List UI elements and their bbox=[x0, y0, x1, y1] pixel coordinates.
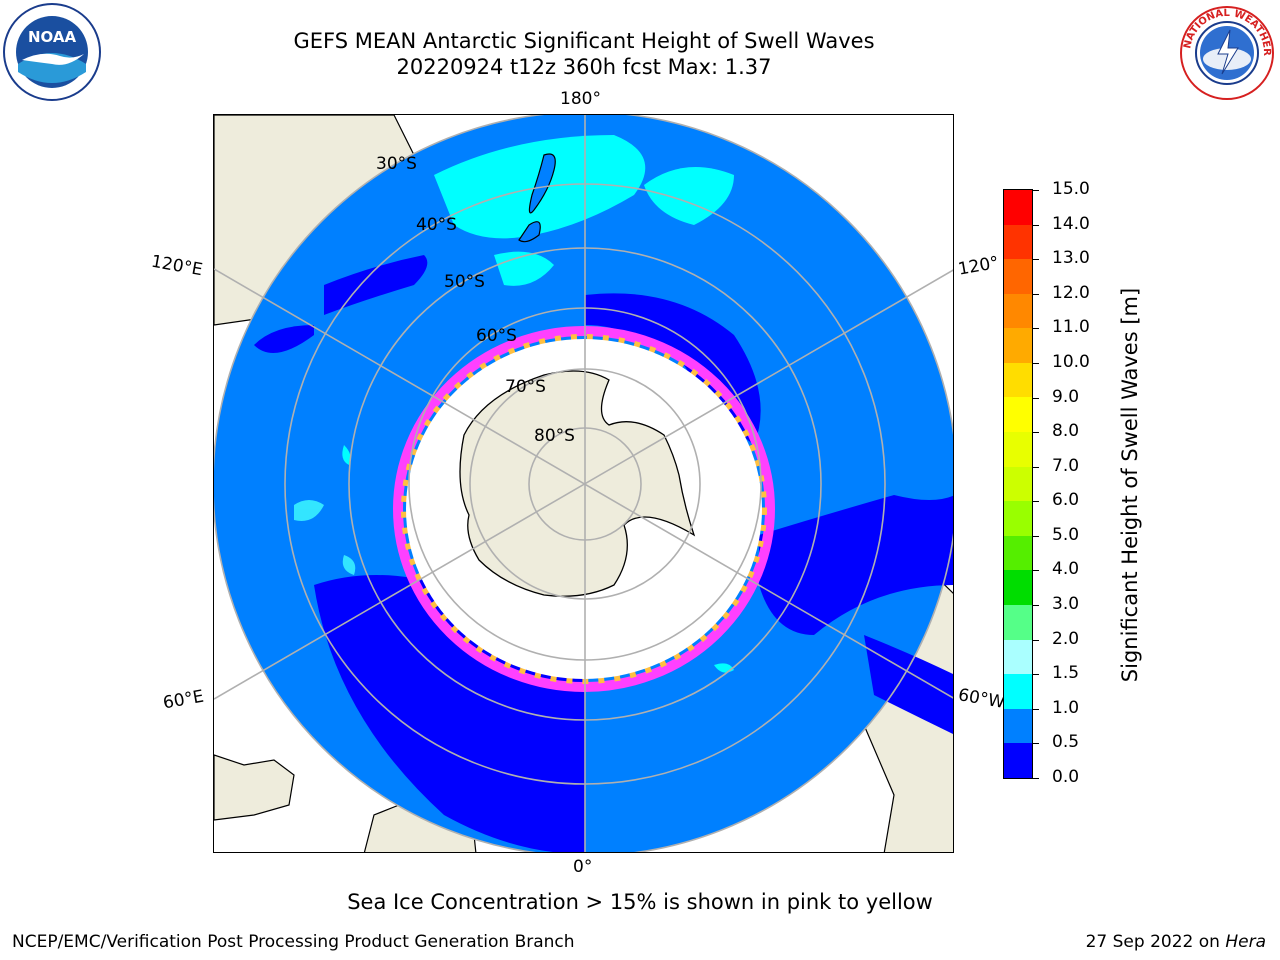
new-zealand-outline bbox=[528, 153, 556, 214]
colorbar-tick-mark bbox=[1033, 501, 1039, 503]
lat-label-60s: 60°S bbox=[476, 326, 517, 346]
colorbar-tick-mark bbox=[1033, 362, 1039, 364]
colorbar-tick-mark bbox=[1033, 674, 1039, 676]
colorbar-segment bbox=[1004, 190, 1032, 225]
map-panel: 30°S 40°S 50°S 60°S 70°S 80°S bbox=[213, 114, 954, 853]
colorbar-tick-mark bbox=[1033, 743, 1039, 745]
colorbar-tick-label: 15.0 bbox=[1052, 179, 1090, 199]
colorbar-segment bbox=[1004, 639, 1032, 675]
colorbar-segment bbox=[1004, 362, 1032, 398]
colorbar-tick-mark bbox=[1033, 432, 1039, 434]
colorbar-segment bbox=[1004, 535, 1032, 571]
colorbar-label: Significant Height of Swell Waves [m] bbox=[1118, 287, 1142, 683]
colorbar-tick-mark bbox=[1033, 708, 1039, 710]
colorbar-segment bbox=[1004, 466, 1032, 502]
colorbar-tick-mark bbox=[1033, 535, 1039, 537]
svg-text:NOAA: NOAA bbox=[28, 28, 77, 46]
colorbar-segment bbox=[1004, 501, 1032, 536]
colorbar-tick-mark bbox=[1033, 293, 1039, 295]
colorbar-tick-label: 12.0 bbox=[1052, 282, 1090, 303]
sea-ice-note: Sea Ice Concentration > 15% is shown in … bbox=[347, 890, 933, 914]
colorbar-segment bbox=[1004, 397, 1032, 433]
lat-labels: 30°S 40°S 50°S 60°S 70°S 80°S bbox=[376, 154, 575, 446]
nws-logo: NATIONAL WEATHER SERVICE bbox=[1174, 0, 1276, 102]
lat-label-50s: 50°S bbox=[444, 272, 485, 292]
footer-credit: NCEP/EMC/Verification Post Processing Pr… bbox=[12, 932, 575, 952]
colorbar-tick-label: 6.0 bbox=[1052, 490, 1080, 511]
colorbar-tick-mark bbox=[1033, 259, 1039, 261]
colorbar-segment bbox=[1004, 743, 1032, 778]
colorbar-tick-mark bbox=[1033, 224, 1039, 226]
lon-label-120e: 120°E bbox=[149, 251, 205, 281]
lat-label-70s: 70°S bbox=[505, 377, 546, 397]
colorbar-tick-label: 1.0 bbox=[1052, 697, 1080, 718]
noaa-logo: NOAA bbox=[2, 2, 102, 102]
chart-subtitle: 20220924 t12z 360h fcst Max: 1.37 bbox=[396, 55, 772, 79]
footer-date-text: 27 Sep 2022 on bbox=[1085, 932, 1226, 952]
colorbar-tick-mark bbox=[1033, 466, 1039, 468]
colorbar-tick-label: 9.0 bbox=[1052, 386, 1080, 407]
lon-label-60e: 60°E bbox=[161, 686, 206, 714]
colorbar-tick-mark bbox=[1033, 778, 1039, 779]
polar-map: 30°S 40°S 50°S 60°S 70°S 80°S bbox=[214, 115, 953, 852]
colorbar-tick-mark bbox=[1033, 190, 1039, 191]
colorbar-segment bbox=[1004, 259, 1032, 294]
new-zealand-south-outline bbox=[518, 221, 541, 243]
lon-label-0: 0° bbox=[573, 857, 593, 877]
graticule bbox=[214, 115, 953, 852]
colorbar-segment bbox=[1004, 293, 1032, 329]
footer-date: 27 Sep 2022 on Hera bbox=[1086, 932, 1266, 952]
lat-label-80s: 80°S bbox=[534, 426, 575, 446]
sea-ice-edge-yellow bbox=[401, 334, 767, 684]
colorbar-tick-label: 0.5 bbox=[1052, 732, 1080, 753]
lon-label-60w: 60°W bbox=[956, 685, 1006, 713]
colorbar-tick-mark bbox=[1033, 605, 1039, 607]
colorbar-tick-label: 2.0 bbox=[1052, 628, 1080, 649]
colorbar-tick-mark bbox=[1033, 397, 1039, 399]
swell-2m-patches bbox=[294, 500, 356, 575]
colorbar-segment bbox=[1004, 674, 1032, 709]
colorbar-tick-mark bbox=[1033, 570, 1039, 572]
lon-label-180: 180° bbox=[560, 89, 601, 109]
colorbar-tick-label: 4.0 bbox=[1052, 559, 1080, 580]
colorbar-segment bbox=[1004, 224, 1032, 260]
colorbar-tick-label: 7.0 bbox=[1052, 455, 1080, 476]
colorbar-tick-label: 13.0 bbox=[1052, 248, 1090, 269]
colorbar-tick-mark bbox=[1033, 639, 1039, 641]
colorbar-tick-label: 1.5 bbox=[1052, 663, 1080, 684]
colorbar-tick-label: 0.0 bbox=[1052, 767, 1080, 787]
chart-title: GEFS MEAN Antarctic Significant Height o… bbox=[293, 29, 875, 53]
colorbar-segment bbox=[1004, 570, 1032, 605]
colorbar-tick-mark bbox=[1033, 328, 1039, 330]
sea-ice-edge-pink bbox=[393, 326, 775, 692]
lon-label-120w: 120° bbox=[956, 252, 1001, 280]
colorbar-tick-label: 5.0 bbox=[1052, 524, 1080, 545]
colorbar-segment bbox=[1004, 708, 1032, 744]
colorbar-tick-label: 3.0 bbox=[1052, 594, 1080, 615]
lat-label-30s: 30°S bbox=[376, 154, 417, 174]
colorbar-segment bbox=[1004, 432, 1032, 467]
colorbar-tick-label: 10.0 bbox=[1052, 351, 1090, 372]
colorbar-segment bbox=[1004, 328, 1032, 363]
colorbar-tick-label: 8.0 bbox=[1052, 421, 1080, 442]
footer-machine: Hera bbox=[1225, 932, 1266, 952]
colorbar-segment bbox=[1004, 604, 1032, 640]
colorbar bbox=[1003, 189, 1033, 779]
lat-label-40s: 40°S bbox=[416, 215, 457, 235]
colorbar-tick-label: 14.0 bbox=[1052, 213, 1090, 234]
colorbar-tick-label: 11.0 bbox=[1052, 317, 1090, 338]
